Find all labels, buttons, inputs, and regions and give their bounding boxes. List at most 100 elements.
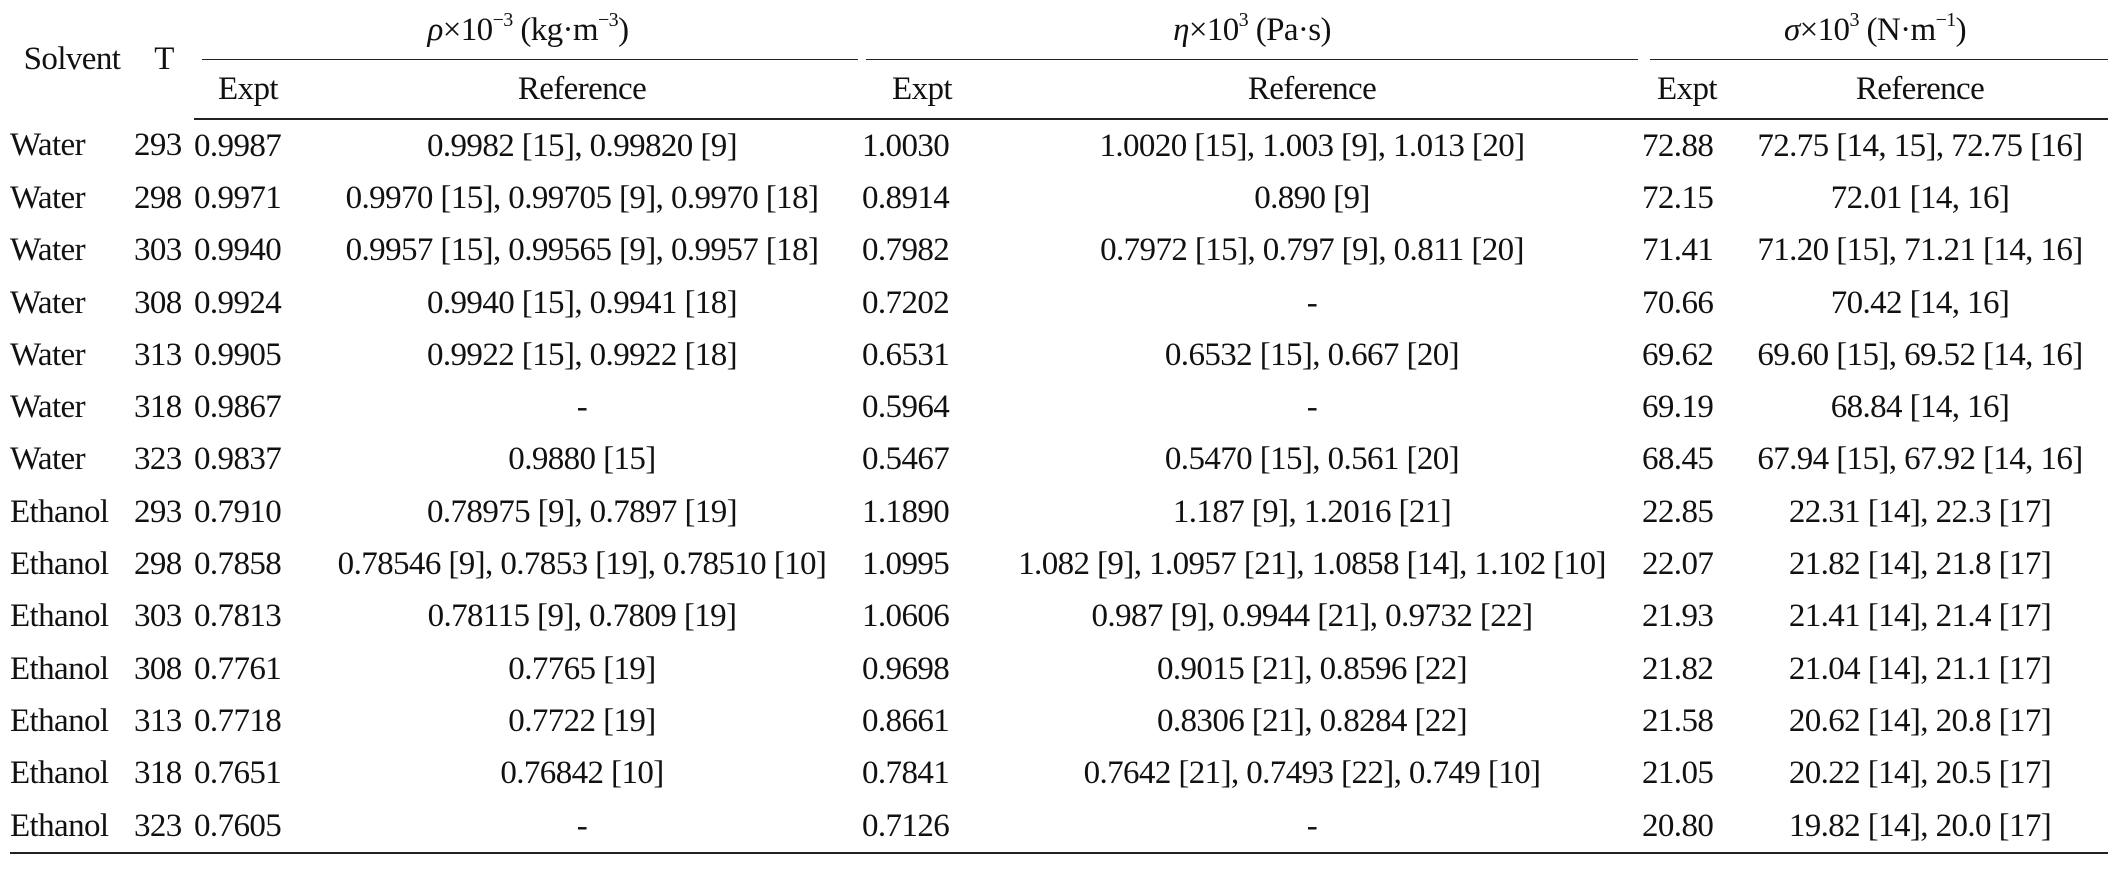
header-viscosity-group: η×103 (Pa·s)	[862, 0, 1642, 60]
viscosity-group-rule	[866, 59, 1638, 60]
solvent-cell: Water	[10, 441, 86, 478]
solvent-cell: Water	[10, 179, 86, 216]
temperature-cell: 313	[134, 702, 182, 739]
header-surface-tension-group: σ×103 (N·m−1)	[1642, 0, 2108, 60]
sigma-reference-cell: 69.60 [15], 69.52 [14, 16]	[1757, 336, 2083, 373]
rho-reference-cell: -	[576, 389, 588, 426]
sigma-reference-cell: 71.20 [15], 71.21 [14, 16]	[1757, 232, 2083, 269]
eta-expt-cell: 0.5964	[862, 389, 950, 426]
eta-expt-cell: 0.7841	[862, 755, 950, 792]
eta-reference-cell: 0.5470 [15], 0.561 [20]	[1164, 441, 1460, 478]
sigma-reference-cell: 20.62 [14], 20.8 [17]	[1788, 702, 2052, 739]
rho-expt-cell: 0.7813	[194, 598, 282, 635]
surface-tension-group-rule	[1650, 59, 2108, 60]
rho-expt-cell: 0.9905	[194, 336, 282, 373]
rho-expt-cell: 0.9987	[194, 127, 282, 164]
temperature-cell: 298	[134, 179, 182, 216]
solvent-cell: Water	[10, 389, 86, 426]
eta-reference-cell: -	[1306, 389, 1318, 426]
table-row: Water 323 0.9837 0.9880 [15] 0.5467 0.5470 [1…	[10, 434, 2108, 486]
rho-expt-cell: 0.7761	[194, 650, 282, 687]
temperature-cell: 308	[134, 284, 182, 321]
solvent-cell: Ethanol	[10, 598, 109, 635]
rho-expt-cell: 0.9924	[194, 284, 282, 321]
table-row: Ethanol 323 0.7605-0.7126-20.80 19.82 [14],…	[10, 799, 2108, 855]
sigma-reference-cell: 22.31 [14], 22.3 [17]	[1788, 493, 2052, 530]
header-rho-expt: Expt	[194, 60, 302, 120]
header-eta-reference: Reference	[982, 60, 1642, 120]
solvent-cell: Ethanol	[10, 702, 109, 739]
rho-expt-cell: 0.7858	[194, 546, 282, 583]
eta-expt-cell: 0.8661	[862, 702, 950, 739]
solvent-cell: Water	[10, 284, 86, 321]
sigma-expt-cell: 69.62	[1642, 336, 1714, 373]
sigma-reference-cell: 21.41 [14], 21.4 [17]	[1788, 598, 2052, 635]
solvent-cell: Ethanol	[10, 755, 109, 792]
table-row: Water 298 0.9971 0.9970 [15], 0.99705 [9], …	[10, 172, 2108, 224]
eta-reference-cell: 1.0020 [15], 1.003 [9], 1.013 [20]	[1099, 127, 1525, 164]
rho-expt-cell: 0.9940	[194, 232, 282, 269]
sigma-expt-cell: 21.93	[1642, 598, 1714, 635]
rho-expt-cell: 0.7718	[194, 702, 282, 739]
header-rho-reference: Reference	[302, 60, 862, 120]
sigma-reference-cell: 19.82 [14], 20.0 [17]	[1732, 799, 2108, 855]
table-row: Ethanol 298 0.7858 0.78546 [9], 0.7853 [19]…	[10, 538, 2108, 590]
rho-reference-cell: 0.78975 [9], 0.7897 [19]	[426, 493, 738, 530]
solvent-cell: Water	[10, 127, 86, 164]
eta-symbol: η	[1173, 11, 1189, 48]
sigma-reference-cell: 68.84 [14, 16]	[1830, 389, 2010, 426]
table-row: Ethanol 293 0.7910 0.78975 [9], 0.7897 [19]…	[10, 486, 2108, 538]
temperature-cell: 318	[134, 389, 182, 426]
density-group-rule	[202, 59, 858, 60]
eta-reference-cell: -	[1306, 284, 1318, 321]
eta-reference-cell: 1.187 [9], 1.2016 [21]	[1172, 493, 1452, 530]
eta-expt-cell: 0.7126	[862, 799, 982, 855]
rho-reference-cell: 0.9880 [15]	[508, 441, 656, 478]
sigma-expt-cell: 70.66	[1642, 284, 1714, 321]
sigma-expt-cell: 21.82	[1642, 650, 1714, 687]
header-sigma-reference: Reference	[1732, 60, 2108, 120]
sigma-expt-cell: 69.19	[1642, 389, 1714, 426]
temperature-cell: 318	[134, 755, 182, 792]
sigma-symbol: σ	[1783, 11, 1800, 48]
eta-reference-cell: -	[982, 799, 1642, 855]
rho-reference-cell: 0.7765 [19]	[508, 650, 656, 687]
table-row: Water 313 0.9905 0.9922 [15], 0.9922 [18] 0.…	[10, 329, 2108, 381]
rho-reference-cell: 0.9957 [15], 0.99565 [9], 0.9957 [18]	[345, 232, 819, 269]
sigma-expt-cell: 72.15	[1642, 179, 1714, 216]
solvent-cell: Ethanol	[10, 650, 109, 687]
sigma-expt-cell: 22.85	[1642, 493, 1714, 530]
solvent-cell: Water	[10, 232, 86, 269]
rho-reference-cell: 0.9982 [15], 0.99820 [9]	[426, 127, 738, 164]
solvent-cell: Ethanol	[10, 799, 134, 855]
rho-reference-cell: 0.76842 [10]	[500, 755, 664, 792]
rho-reference-cell: 0.9940 [15], 0.9941 [18]	[426, 284, 738, 321]
rho-reference-cell: 0.7722 [19]	[508, 702, 656, 739]
rho-expt-cell: 0.7651	[194, 755, 282, 792]
sigma-expt-cell: 71.41	[1642, 232, 1714, 269]
temperature-cell: 303	[134, 598, 182, 635]
rho-expt-cell: 0.9837	[194, 441, 282, 478]
header-solvent: Solvent	[23, 41, 121, 77]
sigma-reference-cell: 70.42 [14, 16]	[1830, 284, 2010, 321]
table-row: Water 318 0.9867 - 0.5964 - 69.19 68.84 [14, 16…	[10, 381, 2108, 433]
rho-expt-cell: 0.7910	[194, 493, 282, 530]
temperature-cell: 293	[134, 493, 182, 530]
table-row: Ethanol 303 0.7813 0.78115 [9], 0.7809 [19]…	[10, 591, 2108, 643]
rho-reference-cell: -	[302, 799, 862, 855]
eta-expt-cell: 0.8914	[862, 179, 950, 216]
eta-reference-cell: 0.9015 [21], 0.8596 [22]	[1156, 650, 1468, 687]
sigma-expt-cell: 72.88	[1642, 127, 1714, 164]
eta-reference-cell: 1.082 [9], 1.0957 [21], 1.0858 [14], 1.1…	[1018, 546, 1606, 583]
eta-expt-cell: 1.0606	[862, 598, 950, 635]
eta-expt-cell: 1.1890	[862, 493, 950, 530]
sigma-expt-cell: 68.45	[1642, 441, 1714, 478]
eta-expt-cell: 0.9698	[862, 650, 950, 687]
temperature-cell: 313	[134, 336, 182, 373]
eta-expt-cell: 0.7982	[862, 232, 950, 269]
eta-expt-cell: 0.5467	[862, 441, 950, 478]
sigma-reference-cell: 21.04 [14], 21.1 [17]	[1788, 650, 2052, 687]
header-sigma-expt: Expt	[1642, 60, 1732, 120]
sigma-expt-cell: 21.58	[1642, 702, 1714, 739]
eta-reference-cell: 0.7642 [21], 0.7493 [22], 0.749 [10]	[1083, 755, 1541, 792]
